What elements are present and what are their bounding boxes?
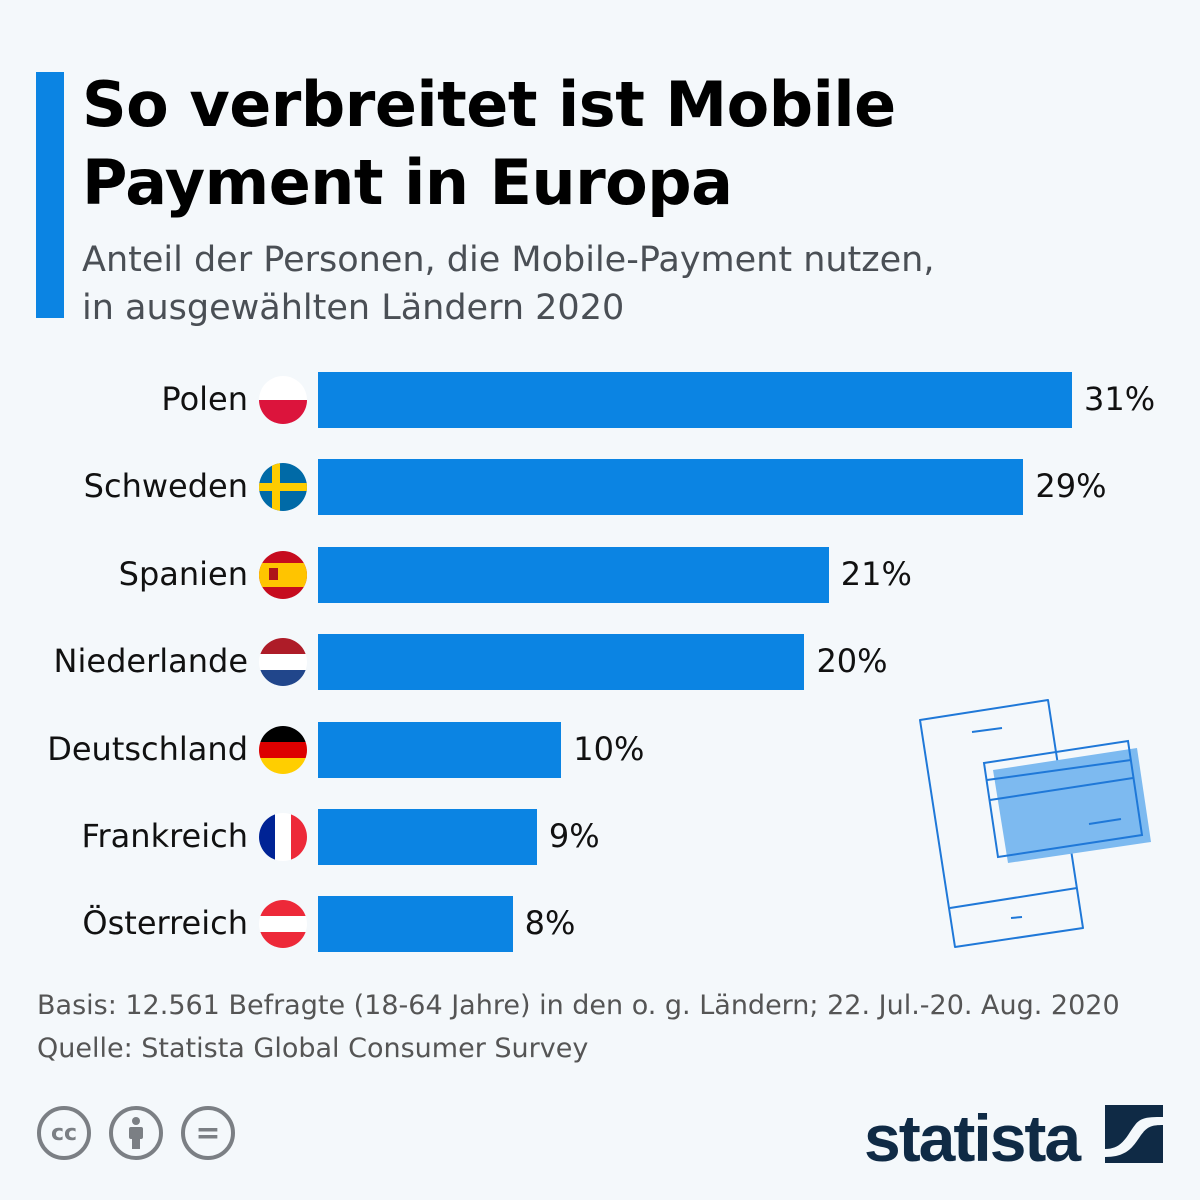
netherlands-flag-icon	[259, 638, 307, 687]
category-label: Spanien	[118, 554, 248, 593]
value-label: 29%	[1035, 467, 1107, 506]
bar	[318, 372, 1072, 428]
chart-subtitle: Anteil der Personen, die Mobile-Payment …	[82, 236, 1082, 332]
value-label: 21%	[840, 554, 912, 593]
france-flag-icon	[259, 813, 307, 861]
logo-text: statista	[864, 1101, 1081, 1175]
bar-row: Deutschland 10%	[0, 721, 1200, 778]
statista-logo-mark	[1105, 1105, 1163, 1163]
phone-speaker	[971, 727, 1003, 733]
nd-text: =	[195, 1115, 221, 1151]
card-outline	[982, 739, 1144, 859]
nd-icon: =	[181, 1106, 235, 1160]
subtitle-line-1: Anteil der Personen, die Mobile-Payment …	[82, 240, 935, 280]
bar-row: Österreich 8%	[0, 896, 1200, 953]
bar	[318, 634, 805, 691]
austria-flag-icon	[259, 900, 307, 949]
accent-bar	[36, 72, 64, 318]
bar	[318, 809, 537, 865]
category-label: Deutschland	[47, 729, 248, 768]
card-fill	[993, 748, 1151, 863]
bar	[318, 896, 513, 953]
basis-note: Basis: 12.561 Befragte (18-64 Jahre) in …	[37, 990, 1120, 1021]
cc-icon: cc	[37, 1106, 91, 1160]
bar-row: Schweden 29%	[0, 459, 1200, 516]
category-label: Schweden	[83, 467, 248, 506]
spain-flag-icon	[259, 550, 307, 599]
bar	[318, 721, 562, 778]
bar-row: Polen 31%	[0, 372, 1200, 428]
source-note: Quelle: Statista Global Consumer Survey	[37, 1033, 589, 1064]
germany-flag-icon	[259, 725, 307, 774]
bar-row: Frankreich 9%	[0, 809, 1200, 865]
category-label: Frankreich	[81, 817, 248, 855]
value-label: 31%	[1084, 380, 1156, 418]
statista-logo[interactable]: statista	[864, 1100, 1081, 1176]
value-label: 10%	[573, 729, 645, 768]
phone-outline	[919, 699, 1084, 948]
chart-title: So verbreitet ist Mobile Payment in Euro…	[82, 68, 896, 219]
bar	[318, 546, 829, 603]
value-label: 20%	[816, 642, 888, 681]
bar-row: Niederlande 20%	[0, 634, 1200, 691]
value-label: 9%	[548, 817, 600, 855]
by-icon	[109, 1106, 163, 1160]
phone-bottom-line	[949, 887, 1078, 909]
phone-home	[1010, 916, 1023, 919]
value-label: 8%	[524, 904, 576, 943]
category-label: Österreich	[82, 904, 248, 943]
sweden-flag-icon	[259, 463, 307, 512]
subtitle-line-2: in ausgewählten Ländern 2020	[82, 288, 625, 328]
bar	[318, 459, 1024, 516]
bar-row: Spanien 21%	[0, 546, 1200, 603]
category-label: Niederlande	[53, 642, 248, 681]
cc-text: cc	[50, 1120, 78, 1146]
category-label: Polen	[161, 380, 248, 418]
